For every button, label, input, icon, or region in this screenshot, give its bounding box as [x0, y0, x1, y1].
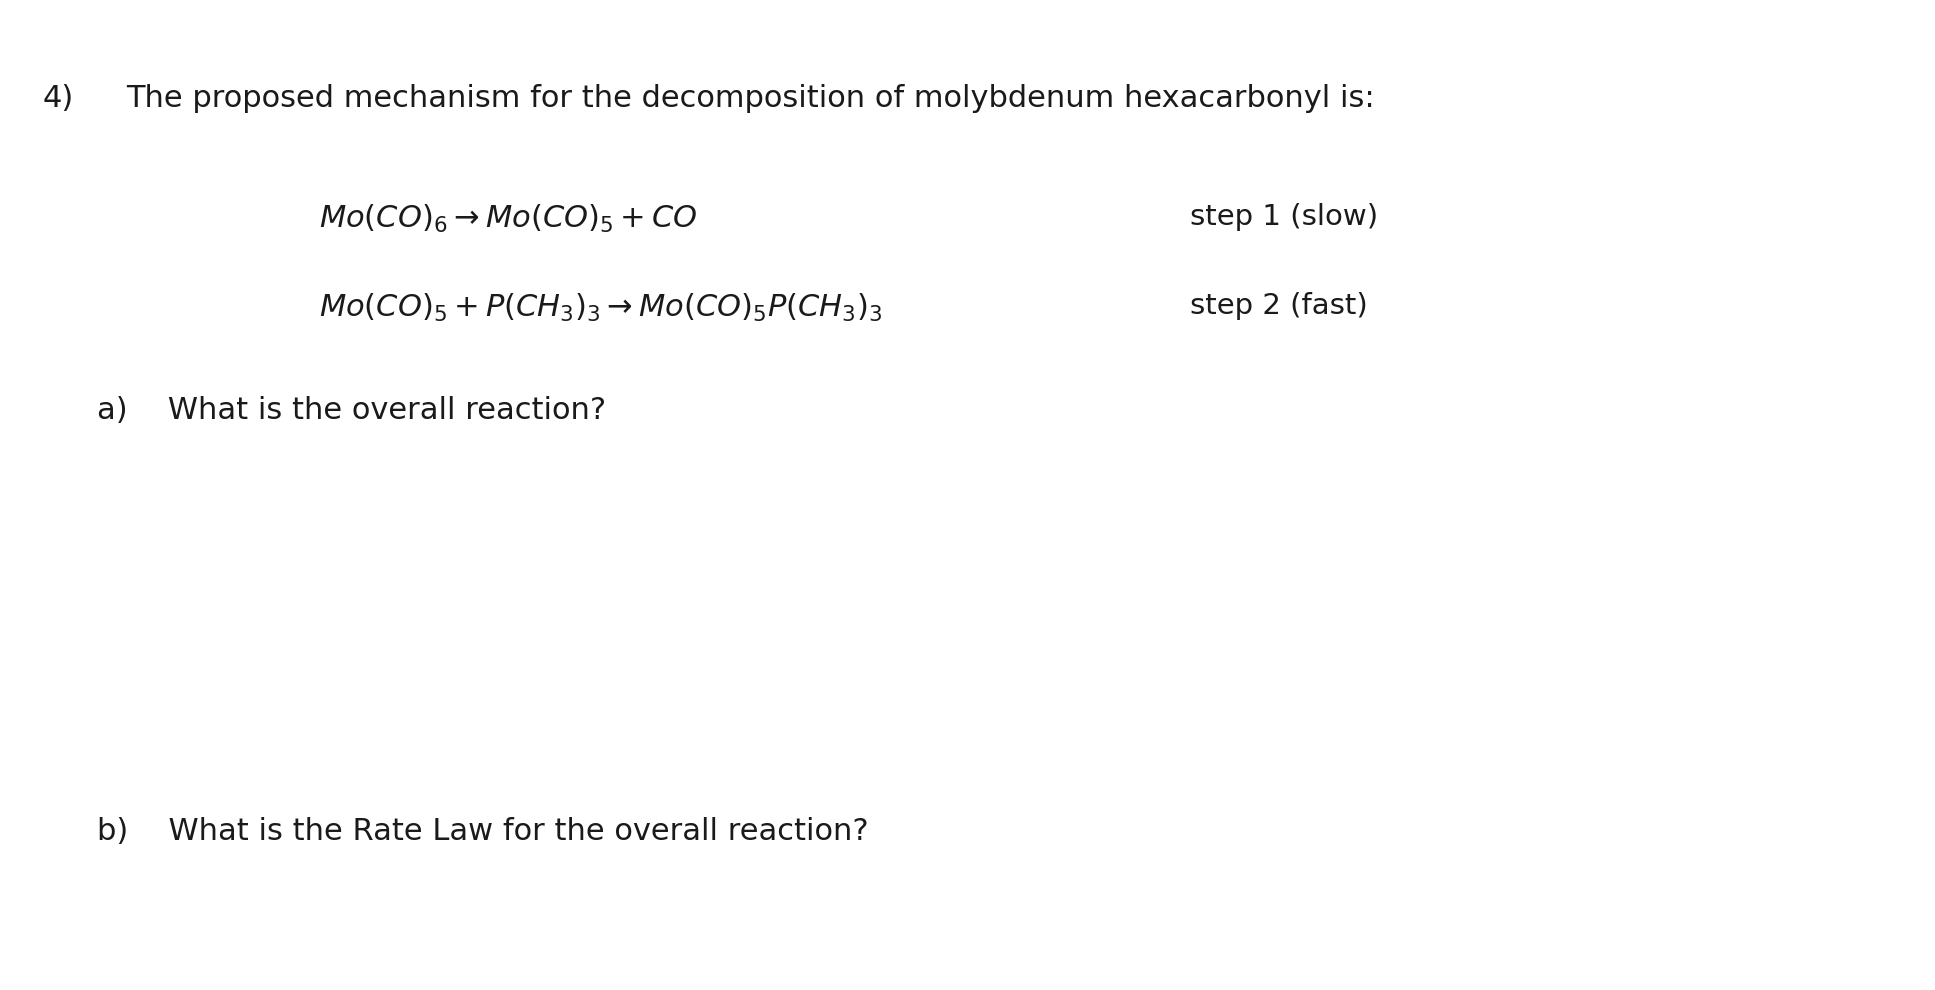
Text: step 1 (slow): step 1 (slow): [1190, 203, 1378, 231]
Text: 4): 4): [43, 84, 74, 113]
Text: $\mathit{Mo(CO)_6 \rightarrow Mo(CO)_5 +CO}$: $\mathit{Mo(CO)_6 \rightarrow Mo(CO)_5 +…: [319, 203, 699, 235]
Text: step 2 (fast): step 2 (fast): [1190, 292, 1368, 320]
Text: $\mathit{Mo(CO)_5 + P(CH_3)_3 \rightarrow Mo(CO)_5 P(CH_3)_3}$: $\mathit{Mo(CO)_5 + P(CH_3)_3 \rightarro…: [319, 292, 882, 324]
Text: The proposed mechanism for the decomposition of molybdenum hexacarbonyl is:: The proposed mechanism for the decomposi…: [126, 84, 1374, 113]
Text: b)  What is the Rate Law for the overall reaction?: b) What is the Rate Law for the overall …: [97, 817, 869, 845]
Text: a)  What is the overall reaction?: a) What is the overall reaction?: [97, 396, 606, 425]
